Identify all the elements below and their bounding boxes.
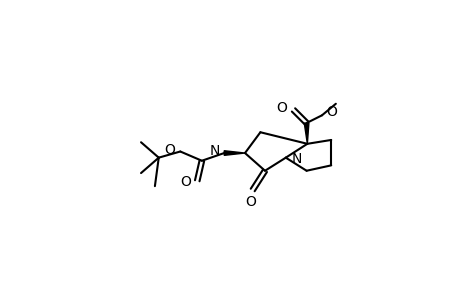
Text: O: O xyxy=(276,101,287,116)
Text: N: N xyxy=(291,152,301,166)
Text: O: O xyxy=(245,195,256,208)
Polygon shape xyxy=(303,123,308,144)
Text: N: N xyxy=(209,144,219,158)
Polygon shape xyxy=(224,151,245,155)
Text: O: O xyxy=(164,143,174,157)
Text: O: O xyxy=(180,175,190,189)
Text: O: O xyxy=(326,105,337,119)
